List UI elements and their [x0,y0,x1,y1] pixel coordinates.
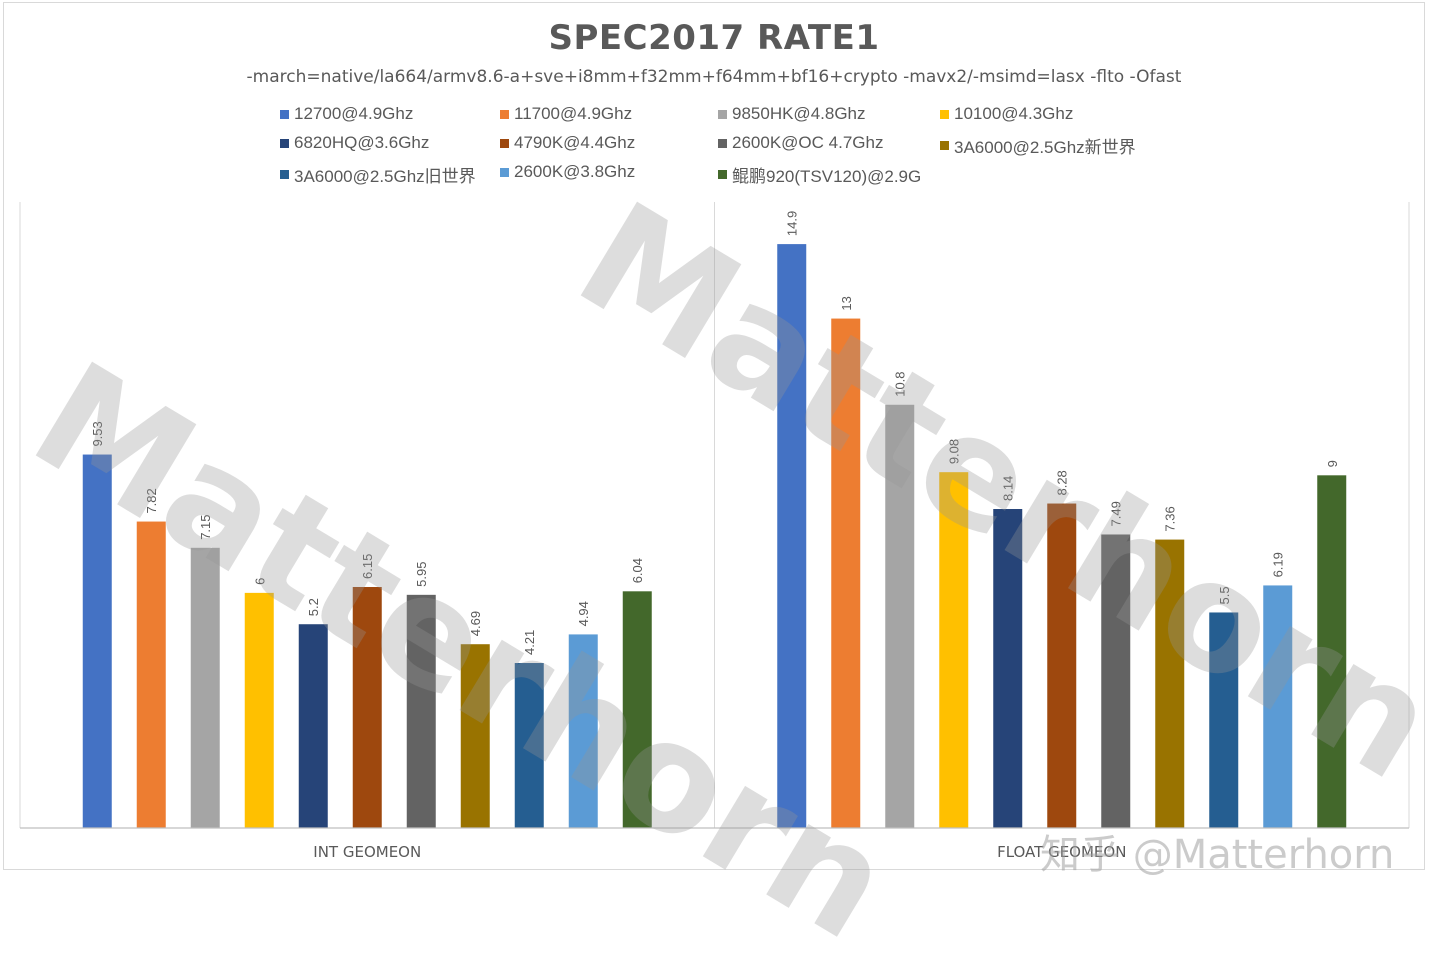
data-label: 9.08 [947,439,962,464]
bar [460,644,490,828]
legend-label: 2600K@OC 4.7Ghz [732,133,884,152]
bar [352,586,382,828]
bar [136,521,166,828]
x-axis-category-label: INT GEOMEON [313,843,421,861]
data-label: 6.15 [360,554,375,579]
chart-title: SPEC2017 RATE1 [548,18,880,58]
legend-swatch [718,109,727,119]
legend-swatch [718,170,727,179]
bar [406,594,436,828]
bar [1101,534,1131,828]
legend-label: 10100@4.3Ghz [954,104,1074,123]
legend-item: 4790K@4.4Ghz [500,133,635,153]
legend-item: 11700@4.9Ghz [500,104,632,124]
data-label: 6.19 [1271,552,1286,577]
data-label: 7.36 [1163,506,1178,531]
data-label: 9 [1325,460,1340,467]
data-label: 9.53 [90,421,105,446]
bar [568,634,598,828]
chart-subtitle: -march=native/la664/armv8.6-a+sve+i8mm+f… [246,67,1182,87]
bar [939,472,969,828]
data-label: 5.5 [1217,586,1232,604]
legend-item: 6820HQ@3.6Ghz [280,133,429,153]
chart-legend: 12700@4.9Ghz 11700@4.9Ghz 9850HK@4.8Ghz 101… [280,104,1220,194]
data-label: 5.2 [306,598,321,616]
data-label: 5.95 [414,562,429,587]
legend-label: 4790K@4.4Ghz [514,133,636,152]
data-label: 8.28 [1055,470,1070,495]
bar [831,318,861,828]
bar [298,624,328,828]
legend-item: 2600K@3.8Ghz [500,162,635,182]
bar [1263,585,1293,828]
data-label: 10.8 [893,371,908,396]
legend-label: 12700@4.9Ghz [294,104,414,123]
legend-item: 2600K@OC 4.7Ghz [718,133,883,153]
data-label: 6.04 [630,558,645,583]
legend-label: 9850HK@4.8Ghz [732,104,866,123]
legend-label: 3A6000@2.5Ghz新世界 [954,138,1136,157]
bar [885,404,915,828]
legend-label: 11700@4.9Ghz [514,104,633,123]
legend-swatch [280,138,289,148]
bar [1209,612,1239,828]
legend-swatch [940,109,949,119]
data-label: 6 [252,578,267,585]
legend-item: 3A6000@2.5Ghz旧世界 [280,162,476,187]
legend-label: 2600K@3.8Ghz [514,162,636,181]
bar [244,592,274,828]
legend-swatch [500,109,509,119]
legend-item: 鲲鹏920(TSV120)@2.9G [718,162,921,187]
legend-label: 3A6000@2.5Ghz旧世界 [294,167,476,186]
legend-swatch [280,170,289,179]
legend-swatch [500,138,509,148]
bar [993,509,1023,828]
data-label: 7.49 [1109,501,1124,526]
legend-item: 10100@4.3Ghz [940,104,1073,124]
bar [1047,503,1077,828]
legend-swatch [940,141,949,150]
legend-item: 12700@4.9Ghz [280,104,413,124]
bar-chart: 9.53 7.82 7.15 6 5.2 6.15 5.95 4.69 4.21 4.94 6.04… [19,202,1410,861]
data-label: 14.9 [785,211,800,236]
bar [82,454,112,828]
bar [1155,539,1185,828]
bar [1317,475,1347,828]
bar [622,591,652,828]
data-label: 4.21 [522,630,537,655]
chart-frame [3,2,1425,870]
x-axis-category-label: FLOAT GEOMEON [997,843,1126,861]
bar [777,244,807,828]
data-label: 4.94 [576,601,591,626]
legend-item: 3A6000@2.5Ghz新世界 [940,133,1136,158]
data-label: 13 [839,296,854,310]
bar [190,547,220,828]
bar [514,663,544,828]
legend-swatch [280,109,289,119]
legend-swatch [718,138,727,148]
legend-label: 6820HQ@3.6Ghz [294,133,430,152]
data-label: 8.14 [1001,476,1016,501]
legend-label: 鲲鹏920(TSV120)@2.9G [732,167,922,186]
legend-swatch [500,167,509,177]
data-label: 7.82 [144,488,159,513]
data-label: 4.69 [468,611,483,636]
legend-item: 9850HK@4.8Ghz [718,104,866,124]
data-label: 7.15 [198,514,213,539]
